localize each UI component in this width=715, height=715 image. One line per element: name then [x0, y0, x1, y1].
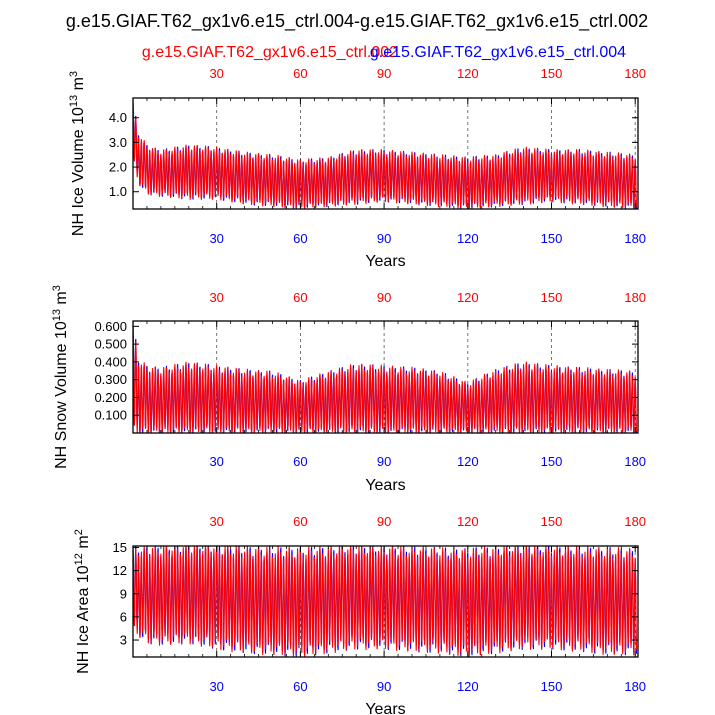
y-axis-label: NH Ice Volume 1013 m3	[68, 71, 87, 236]
x-tick-label-top: 90	[377, 290, 391, 305]
x-tick-label-bottom: 180	[624, 454, 646, 469]
y-axis-label-part: NH Snow Volume 10	[53, 321, 70, 469]
y-tick-label: 9	[120, 586, 127, 601]
y-axis-label-exponent: 13	[51, 309, 63, 321]
y-tick-label: 0.500	[94, 337, 127, 352]
x-axis-label: Years	[365, 701, 405, 715]
x-tick-label-top: 180	[624, 514, 646, 529]
x-tick-label-top: 90	[377, 514, 391, 529]
x-tick-label-top: 180	[624, 290, 646, 305]
y-tick-label: 0.100	[94, 408, 127, 423]
y-tick-label: 0.200	[94, 390, 127, 405]
x-tick-label-bottom: 120	[457, 679, 479, 694]
x-tick-label-bottom: 120	[457, 231, 479, 246]
figure-title: g.e15.GIAF.T62_gx1v6.e15_ctrl.004-g.e15.…	[66, 11, 648, 32]
y-axis-label-exponent: 2	[73, 529, 85, 535]
x-tick-label-top: 30	[209, 290, 223, 305]
x-tick-label-bottom: 150	[541, 679, 563, 694]
x-tick-label-bottom: 30	[209, 679, 223, 694]
legend-blue-label: g.e15.GIAF.T62_gx1v6.e15_ctrl.004	[370, 44, 626, 61]
x-tick-label-bottom: 120	[457, 454, 479, 469]
x-tick-label-top: 150	[541, 290, 563, 305]
x-tick-label-bottom: 60	[293, 231, 307, 246]
y-axis-label: NH Ice Area 1012 m2	[73, 529, 92, 674]
panel-ice-area: 30 30 60 60 90 90 120 120 150 150 180 180 3 6 9 12 15 Yea…	[73, 514, 646, 715]
x-tick-label-top: 30	[209, 514, 223, 529]
x-tick-label-bottom: 90	[377, 231, 391, 246]
x-tick-label-top: 120	[457, 290, 479, 305]
y-axis-label-exponent: 3	[68, 71, 80, 77]
x-tick-label-top: 150	[541, 514, 563, 529]
y-tick-label: 0.300	[94, 372, 127, 387]
y-tick-label: 4.0	[109, 110, 127, 125]
y-axis-label-part: NH Ice Area 10	[75, 565, 92, 674]
x-tick-label-bottom: 150	[541, 454, 563, 469]
x-tick-label-top: 60	[293, 66, 307, 81]
x-axis-label: Years	[365, 253, 405, 270]
y-axis-label-part: m	[70, 77, 87, 95]
series-line-ctrl002	[132, 321, 638, 434]
x-tick-label-top: 120	[457, 514, 479, 529]
x-tick-label-top: 60	[293, 290, 307, 305]
x-tick-label-top: 90	[377, 66, 391, 81]
x-tick-label-bottom: 60	[293, 454, 307, 469]
x-tick-label-bottom: 180	[624, 231, 646, 246]
legend-red-label: g.e15.GIAF.T62_gx1v6.e15_ctrl.002	[142, 44, 398, 61]
x-tick-label-bottom: 60	[293, 679, 307, 694]
x-tick-label-bottom: 30	[209, 454, 223, 469]
x-tick-label-top: 120	[457, 66, 479, 81]
plot-frame	[132, 97, 639, 210]
y-axis-label-exponent: 12	[73, 553, 85, 565]
series-line-ctrl002	[132, 545, 638, 658]
series-line-ctrl002	[132, 100, 638, 210]
panel-ice-volume: 30 30 60 60 90 90 120 120 150 150 180 180 1.0 2.0 3.0 4…	[68, 66, 646, 270]
y-tick-label: 6	[120, 609, 127, 624]
y-tick-label: 12	[113, 563, 127, 578]
y-axis-label: NH Snow Volume 1013 m3	[51, 285, 70, 469]
plot-frame	[132, 545, 639, 658]
y-axis-label-exponent: 13	[68, 95, 80, 107]
x-tick-label-bottom: 180	[624, 679, 646, 694]
y-axis-label-part: m	[53, 291, 70, 309]
x-tick-label-top: 150	[541, 66, 563, 81]
y-tick-label: 3.0	[109, 135, 127, 150]
x-tick-label-bottom: 90	[377, 679, 391, 694]
x-tick-label-top: 60	[293, 514, 307, 529]
x-tick-label-top: 30	[209, 66, 223, 81]
x-tick-label-top: 180	[624, 66, 646, 81]
panel-snow-volume: 30 30 60 60 90 90 120 120 150 150 180 180 0.100 0.200…	[51, 285, 646, 494]
y-tick-label: 15	[113, 540, 127, 555]
x-tick-label-bottom: 90	[377, 454, 391, 469]
y-axis-label-exponent: 3	[51, 285, 63, 291]
x-tick-label-bottom: 30	[209, 231, 223, 246]
x-axis-label: Years	[365, 477, 405, 494]
y-tick-label: 0.400	[94, 354, 127, 369]
x-tick-label-bottom: 150	[541, 231, 563, 246]
y-tick-label: 1.0	[109, 184, 127, 199]
y-axis-label-part: NH Ice Volume 10	[70, 107, 87, 236]
y-tick-label: 2.0	[109, 160, 127, 175]
y-axis-label-part: m	[75, 535, 92, 553]
plot-frame	[132, 320, 639, 434]
y-tick-label: 3	[120, 633, 127, 648]
y-tick-label: 0.600	[94, 319, 127, 334]
